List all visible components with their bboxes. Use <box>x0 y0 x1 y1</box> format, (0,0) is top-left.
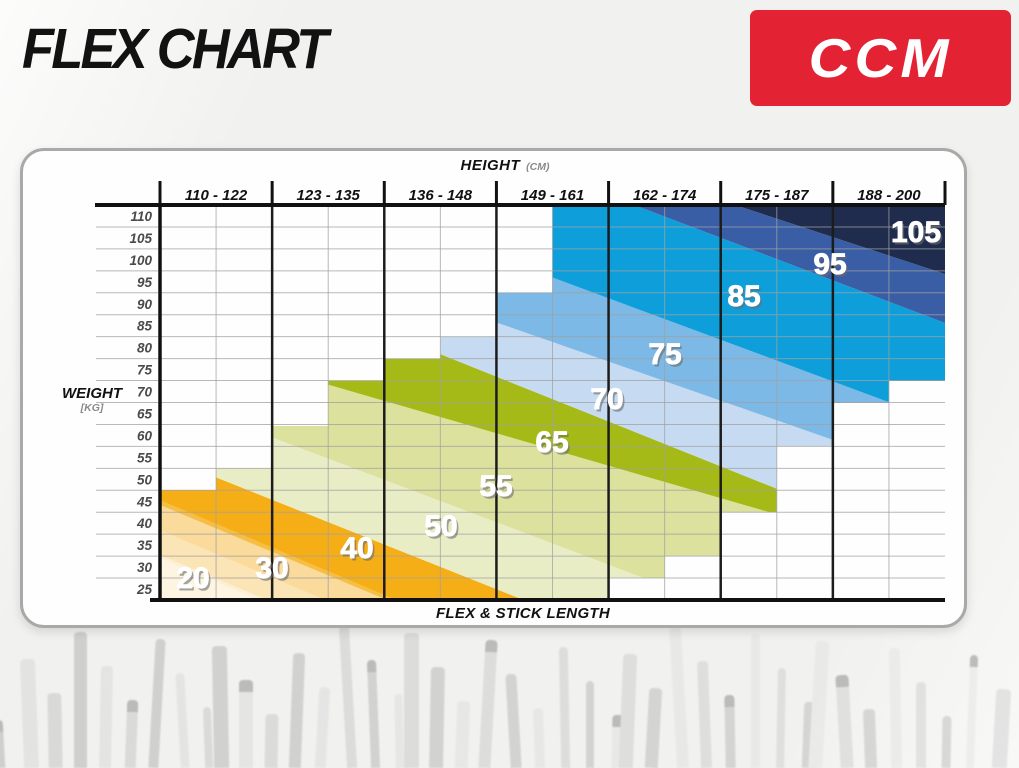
grid-thick <box>270 205 835 600</box>
flex-label-shadow: 40 <box>342 535 375 568</box>
height-axis-title: HEIGHT (CM) <box>385 157 625 174</box>
height-range-label: 162 - 174 <box>633 187 697 204</box>
grid-thin <box>96 205 945 600</box>
weight-row-labels: 110 105 100 95 90 85 80 75 70 65 60 55 50 45 40 35 30 25 <box>129 209 152 597</box>
weight-label: 60 <box>137 428 153 443</box>
weight-label: 95 <box>137 275 153 290</box>
hockey-stick-shape <box>404 633 419 768</box>
weight-label: 90 <box>137 297 153 312</box>
weight-label: 30 <box>137 560 153 575</box>
weight-label: 55 <box>137 450 153 465</box>
height-header-labels: 110 - 122 123 - 135 136 - 148 149 - 161 162 … <box>185 187 921 204</box>
flex-label-30: 30 <box>255 552 288 585</box>
weight-label: 75 <box>137 363 153 378</box>
weight-label: 110 <box>130 209 152 224</box>
height-range-label: 175 - 187 <box>745 187 809 204</box>
weight-label: 100 <box>129 253 152 268</box>
weight-axis-label: WEIGHT <box>62 385 122 402</box>
flex-label-55: 55 <box>479 470 512 503</box>
weight-axis-unit: [KG] <box>80 401 104 414</box>
weight-label: 45 <box>136 494 153 509</box>
hockey-stick-shape <box>74 632 87 768</box>
height-range-label: 110 - 122 <box>185 187 248 204</box>
height-range-label: 149 - 161 <box>521 187 584 204</box>
flex-label-85: 85 <box>727 280 760 313</box>
flex-label-shadow: 50 <box>426 513 459 546</box>
weight-label: 35 <box>137 538 153 553</box>
hockey-stick-shape <box>751 634 760 768</box>
height-range-label: 123 - 135 <box>297 187 361 204</box>
plot-borders <box>95 181 947 602</box>
page-title: FLEX CHART <box>22 17 328 81</box>
weight-label: 65 <box>137 406 153 421</box>
weight-label: 70 <box>137 385 153 400</box>
flex-band-95 <box>160 205 945 323</box>
weight-label: 25 <box>136 582 153 597</box>
weight-label: 85 <box>137 319 153 334</box>
flex-label-95: 95 <box>813 248 846 281</box>
flex-label-shadow: 105 <box>893 219 943 252</box>
flex-label-75: 75 <box>648 338 681 371</box>
weight-label: 80 <box>137 341 153 356</box>
hockey-stick-shape <box>586 681 594 768</box>
ccm-logo-text: CCM <box>808 27 953 89</box>
flex-label-shadow: 85 <box>729 283 762 316</box>
height-range-label: 188 - 200 <box>857 187 921 204</box>
flex-label-shadow: 30 <box>257 555 290 588</box>
flex-label-50: 50 <box>424 510 457 543</box>
height-range-label: 136 - 148 <box>409 187 473 204</box>
flex-label-105: 105 <box>891 216 941 249</box>
hockey-stick-shape <box>916 682 926 768</box>
ccm-logo: CCM <box>750 10 1011 106</box>
flex-label-shadow: 55 <box>481 473 514 506</box>
hockey-sticks-photo <box>0 618 1019 768</box>
flex-label-20: 20 <box>176 562 209 595</box>
flex-label-shadow: 75 <box>650 341 683 374</box>
hockey-stick-shape <box>239 680 253 768</box>
weight-axis-title: WEIGHT [KG] <box>42 385 142 414</box>
flex-label-70: 70 <box>590 383 623 416</box>
weight-label: 40 <box>136 516 153 531</box>
flex-label-shadow: 95 <box>815 251 848 284</box>
weight-label: 50 <box>137 472 153 487</box>
flex-axis-title: FLEX & STICK LENGTH <box>435 605 611 622</box>
flex-band-40 <box>160 455 945 600</box>
height-axis-label: HEIGHT <box>460 157 521 174</box>
flex-label-shadow: 20 <box>178 565 211 598</box>
weight-label: 105 <box>129 231 152 246</box>
hockey-stick-tip <box>239 680 253 692</box>
flex-label-shadow: 65 <box>537 429 570 462</box>
flex-label-shadow: 70 <box>592 386 625 419</box>
flex-label-40: 40 <box>340 532 373 565</box>
flex-label-65: 65 <box>535 426 568 459</box>
height-axis-unit: (CM) <box>526 161 550 173</box>
